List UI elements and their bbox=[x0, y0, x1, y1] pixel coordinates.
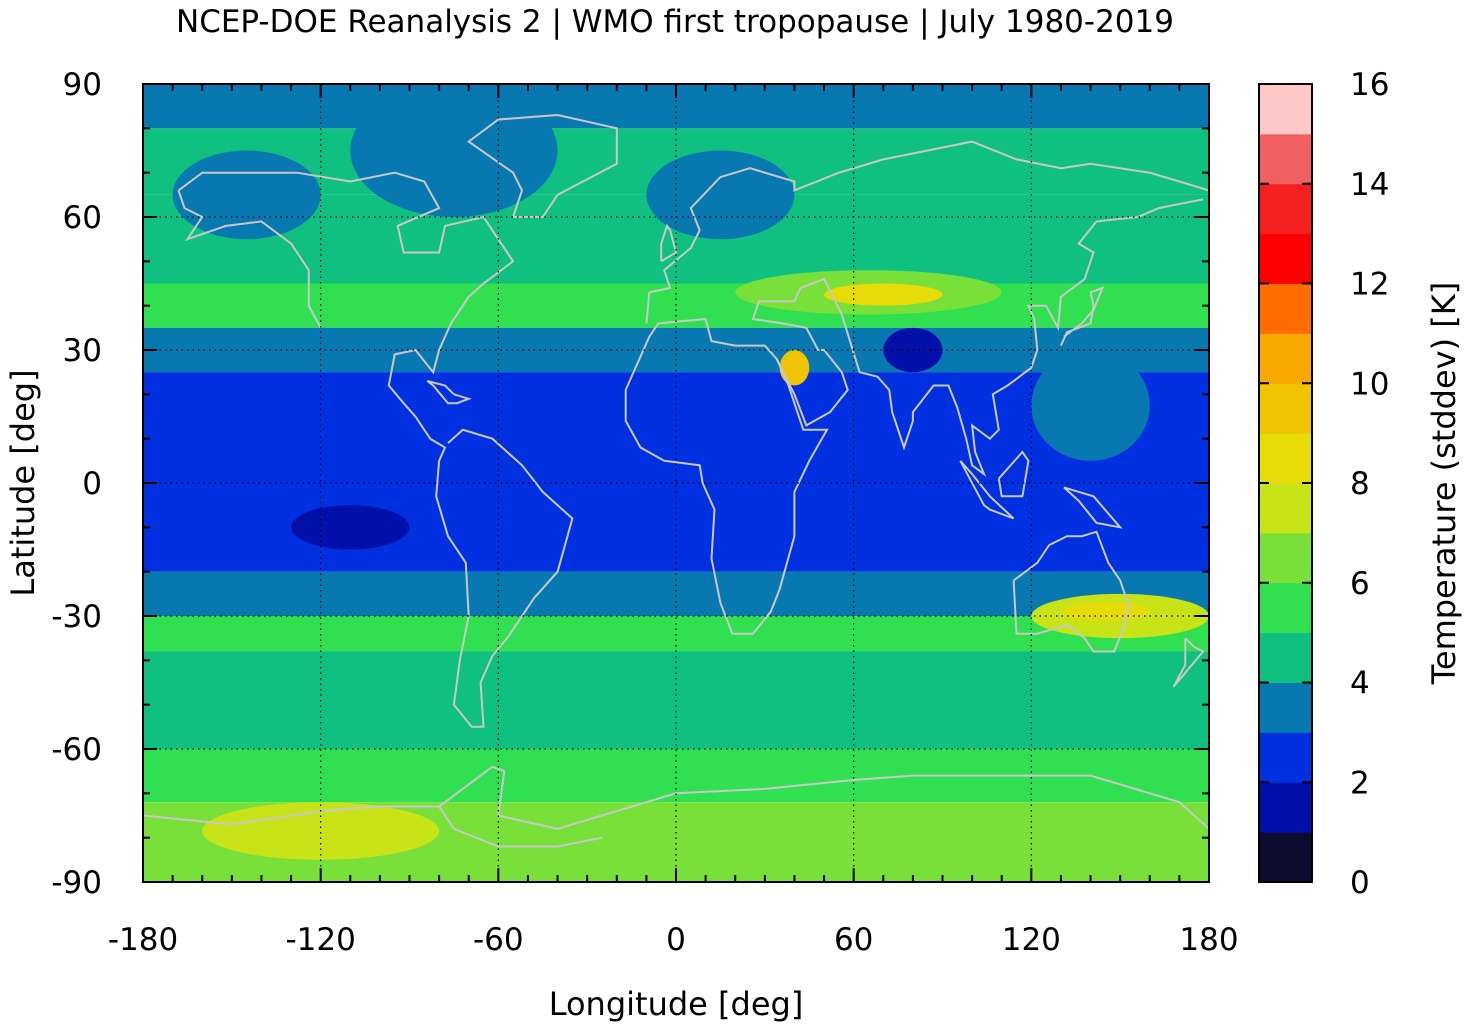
coastline bbox=[645, 140, 1210, 324]
y-tick-label: 30 bbox=[63, 333, 102, 369]
colorbar-bin bbox=[1259, 782, 1312, 833]
heat-feature bbox=[1060, 602, 1150, 621]
y-tick-label: 0 bbox=[82, 466, 102, 502]
colorbar-bin bbox=[1259, 133, 1312, 185]
coastline bbox=[1059, 286, 1105, 347]
heat-feature bbox=[824, 283, 943, 306]
colorbar-tick-label: 4 bbox=[1350, 666, 1370, 702]
x-tick-label: -60 bbox=[473, 922, 524, 958]
coastline bbox=[177, 190, 322, 329]
colorbar-tick-label: 10 bbox=[1350, 366, 1389, 402]
x-tick-label: 120 bbox=[1002, 922, 1061, 958]
coastline bbox=[660, 223, 678, 263]
x-axis-label: Longitude [deg] bbox=[549, 985, 804, 1023]
coastline bbox=[426, 380, 472, 405]
y-tick-label: -90 bbox=[51, 865, 102, 901]
colorbar-tick-label: 0 bbox=[1350, 865, 1370, 901]
y-tick-label: 90 bbox=[63, 67, 102, 103]
x-tick-label: 0 bbox=[666, 922, 686, 958]
y-tick-label: 60 bbox=[63, 200, 102, 236]
colorbar-bin bbox=[1259, 84, 1312, 135]
colorbar-bin bbox=[1259, 582, 1312, 634]
colorbar-bin bbox=[1259, 333, 1312, 384]
colorbar-tick-label: 16 bbox=[1350, 67, 1389, 103]
coastline bbox=[751, 198, 1204, 478]
y-tick-label: -30 bbox=[51, 599, 102, 635]
coastline bbox=[959, 460, 1015, 520]
x-tick-label: -120 bbox=[285, 922, 355, 958]
heat-feature bbox=[779, 350, 810, 386]
y-axis-label: Latitude [deg] bbox=[4, 369, 42, 596]
colorbar-bin bbox=[1259, 233, 1312, 284]
x-tick-label: 180 bbox=[1179, 922, 1238, 958]
colorbar-tick-label: 2 bbox=[1350, 765, 1370, 801]
heat-feature bbox=[883, 327, 943, 373]
colorbar-tick-label: 8 bbox=[1350, 466, 1370, 502]
colorbar-label: Temperature (stddev) [K] bbox=[1425, 282, 1463, 685]
coastline bbox=[142, 765, 1210, 830]
heat-feature bbox=[291, 505, 410, 550]
colorbar-bin bbox=[1259, 483, 1312, 534]
colorbar-bin bbox=[1259, 383, 1312, 434]
axis-ticks: -180 -120 -60 0 60 120 180 -90 -60 -30 0 30 60 90 bbox=[51, 67, 1238, 958]
grid-lines bbox=[143, 84, 1209, 882]
heat-feature bbox=[350, 84, 558, 217]
heat-feature bbox=[202, 802, 440, 860]
colorbar-tick-label: 6 bbox=[1350, 566, 1370, 602]
colorbar-bin bbox=[1259, 632, 1312, 683]
colorbar-bin bbox=[1259, 283, 1312, 334]
colorbar-bin bbox=[1259, 433, 1312, 484]
colorbar-bin bbox=[1259, 532, 1312, 584]
coastline bbox=[997, 450, 1030, 498]
coastline bbox=[1012, 530, 1131, 653]
heat-feature bbox=[1031, 350, 1150, 461]
chart-title: NCEP-DOE Reanalysis 2 | WMO first tropop… bbox=[176, 4, 1174, 40]
heat-feature bbox=[172, 150, 321, 240]
colorbar-ticks: 0 2 4 6 8 10 12 14 16 bbox=[1259, 67, 1389, 901]
colorbar-tick-label: 14 bbox=[1350, 167, 1389, 203]
colorbar-bin bbox=[1259, 682, 1312, 733]
coastline bbox=[177, 171, 574, 728]
colorbar-bin bbox=[1259, 832, 1312, 883]
colorbar-bin bbox=[1259, 732, 1312, 783]
coastline bbox=[1063, 486, 1123, 529]
colorbar-bin bbox=[1259, 183, 1312, 235]
coastline bbox=[624, 317, 829, 635]
colorbar bbox=[1259, 84, 1312, 883]
x-tick-label: -180 bbox=[108, 922, 178, 958]
heat-feature bbox=[646, 150, 795, 240]
coastline bbox=[1172, 637, 1205, 688]
coastlines bbox=[142, 113, 1210, 848]
y-tick-label: -60 bbox=[51, 732, 102, 768]
colorbar-tick-label: 12 bbox=[1350, 267, 1389, 303]
coastline bbox=[438, 806, 603, 848]
coastline bbox=[466, 113, 618, 218]
x-tick-label: 60 bbox=[834, 922, 873, 958]
